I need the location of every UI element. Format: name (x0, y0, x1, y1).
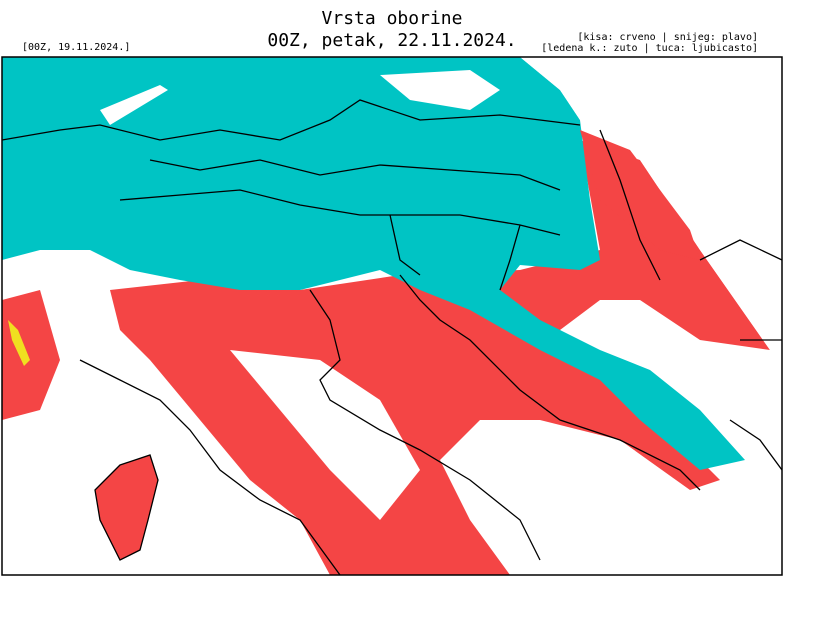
run-time: 00Z, petak, 22.11.2024. (267, 30, 516, 51)
map (1, 56, 783, 576)
borders (2, 99, 782, 471)
title: Vrsta oborine (322, 8, 463, 29)
clear-area (380, 70, 500, 110)
clear-area (100, 85, 168, 125)
freezing-rain (8, 320, 30, 366)
legend-line: [kisa: crveno | snijeg: plavo] (577, 32, 758, 43)
rain-area (2, 290, 60, 420)
snow-area (2, 57, 745, 470)
rain-area (95, 455, 158, 560)
clear-area (230, 350, 420, 520)
rain-area (110, 140, 770, 575)
rain-area (580, 130, 700, 260)
legend-line: [ledena k.: zuto | tuca: ljubicasto] (541, 43, 758, 54)
coastline (79, 274, 701, 575)
map-frame (1, 56, 783, 576)
clear-area (520, 57, 782, 350)
init-time: [00Z, 19.11.2024.] (22, 42, 130, 53)
